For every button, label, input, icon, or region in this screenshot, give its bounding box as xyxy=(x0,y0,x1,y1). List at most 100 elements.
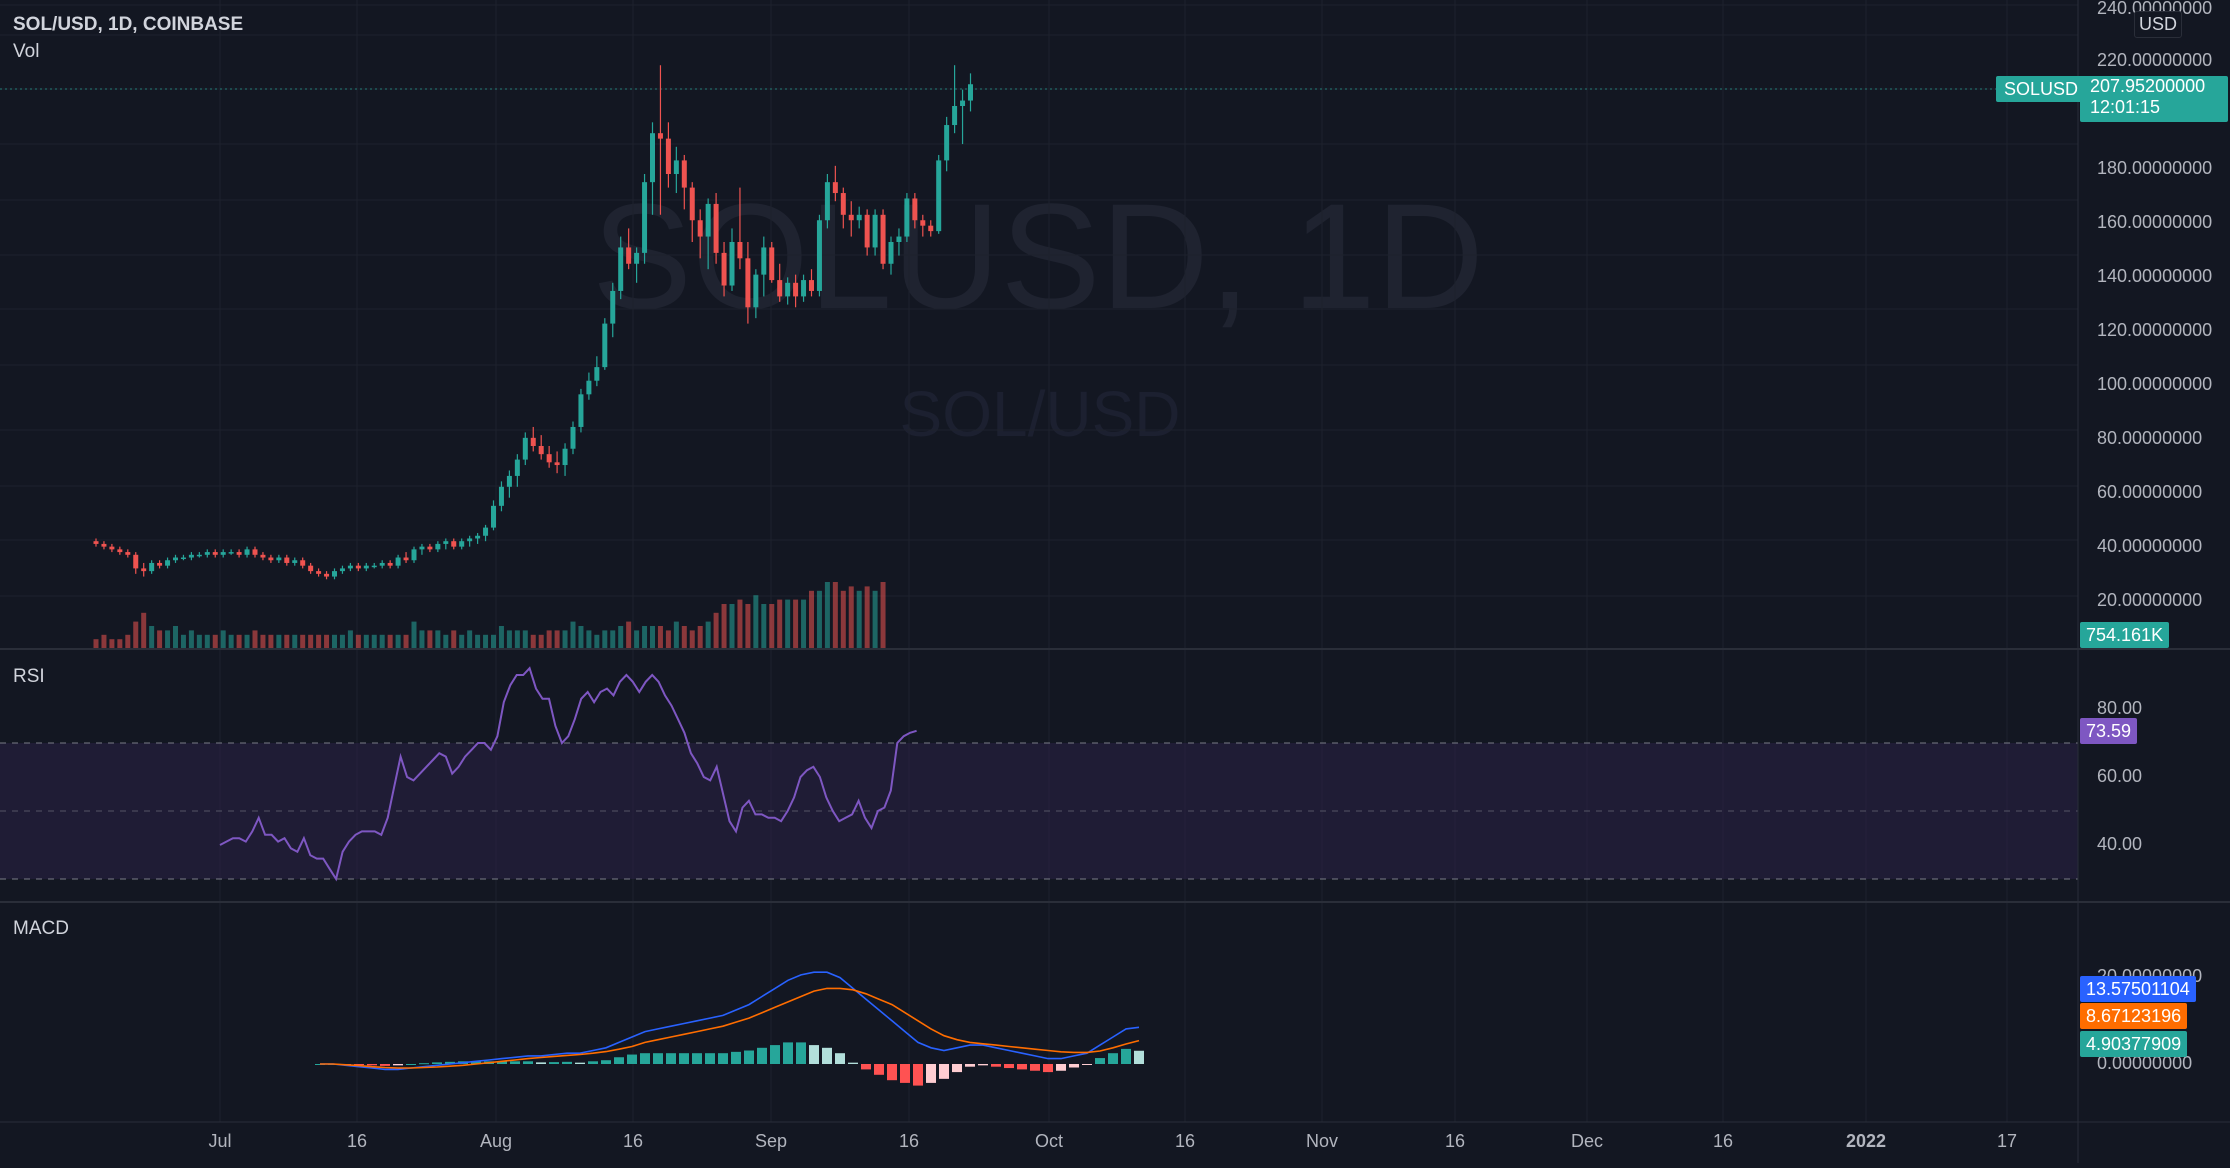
candle-body[interactable] xyxy=(419,546,425,550)
candle-body[interactable] xyxy=(928,225,934,232)
candle-body[interactable] xyxy=(316,571,322,574)
candle-body[interactable] xyxy=(960,100,966,106)
candle-body[interactable] xyxy=(355,565,361,569)
candle-body[interactable] xyxy=(856,214,862,221)
candle-body[interactable] xyxy=(689,187,695,221)
candle-body[interactable] xyxy=(236,552,242,555)
candle-body[interactable] xyxy=(165,560,171,566)
candle-body[interactable] xyxy=(824,182,830,221)
candle-body[interactable] xyxy=(475,535,481,539)
candle-body[interactable] xyxy=(793,282,799,297)
candle-body[interactable] xyxy=(491,505,496,528)
candle-body[interactable] xyxy=(936,160,942,232)
candle-series[interactable] xyxy=(93,65,974,580)
candle-body[interactable] xyxy=(904,198,910,237)
candle-body[interactable] xyxy=(522,437,528,460)
candle-body[interactable] xyxy=(332,571,337,577)
candle-body[interactable] xyxy=(785,282,791,297)
candle-body[interactable] xyxy=(141,568,147,572)
candle-body[interactable] xyxy=(284,557,290,563)
candle-body[interactable] xyxy=(324,573,330,577)
candle-body[interactable] xyxy=(880,214,886,264)
candle-body[interactable] xyxy=(467,538,473,542)
symbol-legend[interactable]: SOL/USD, 1D, COINBASE xyxy=(13,14,243,36)
candle-body[interactable] xyxy=(665,138,671,174)
candle-body[interactable] xyxy=(459,541,465,547)
candle-body[interactable] xyxy=(952,106,958,126)
candle-body[interactable] xyxy=(657,133,663,139)
candle-body[interactable] xyxy=(371,565,377,568)
candle-body[interactable] xyxy=(809,280,814,291)
candle-body[interactable] xyxy=(109,546,115,550)
candle-body[interactable] xyxy=(681,160,687,188)
candle-body[interactable] xyxy=(729,242,735,286)
candle-body[interactable] xyxy=(912,198,918,221)
candle-body[interactable] xyxy=(93,541,99,544)
candle-body[interactable] xyxy=(276,557,282,561)
candle-body[interactable] xyxy=(848,214,854,221)
candle-body[interactable] xyxy=(673,160,679,174)
candle-body[interactable] xyxy=(920,220,926,226)
candle-body[interactable] xyxy=(443,541,449,544)
candle-body[interactable] xyxy=(634,252,640,264)
candle-body[interactable] xyxy=(498,486,504,506)
candle-body[interactable] xyxy=(530,437,536,446)
candle-body[interactable] xyxy=(117,549,123,553)
candle-body[interactable] xyxy=(173,557,178,561)
candle-body[interactable] xyxy=(300,560,306,566)
candle-body[interactable] xyxy=(840,193,846,215)
candle-body[interactable] xyxy=(101,543,107,547)
candle-body[interactable] xyxy=(586,380,592,395)
candle-body[interactable] xyxy=(888,242,894,264)
candle-body[interactable] xyxy=(650,133,655,183)
candle-body[interactable] xyxy=(387,562,393,566)
candle-body[interactable] xyxy=(196,554,202,557)
candle-body[interactable] xyxy=(212,552,218,555)
candle-body[interactable] xyxy=(292,560,298,563)
candle-body[interactable] xyxy=(188,554,194,558)
candle-body[interactable] xyxy=(570,426,576,449)
candle-body[interactable] xyxy=(379,562,385,566)
candle-body[interactable] xyxy=(626,247,632,264)
candle-body[interactable] xyxy=(769,247,775,281)
candle-body[interactable] xyxy=(133,554,139,569)
candle-body[interactable] xyxy=(562,448,568,466)
candle-body[interactable] xyxy=(252,549,258,555)
candle-body[interactable] xyxy=(642,182,648,253)
candle-body[interactable] xyxy=(546,454,552,463)
candle-body[interactable] xyxy=(713,203,719,253)
candle-body[interactable] xyxy=(260,554,266,558)
candle-body[interactable] xyxy=(554,462,560,466)
candle-body[interactable] xyxy=(157,562,163,566)
candle-body[interactable] xyxy=(753,274,759,308)
volume-legend[interactable]: Vol xyxy=(13,41,40,62)
candle-body[interactable] xyxy=(777,280,783,297)
candle-body[interactable] xyxy=(363,565,369,569)
candle-body[interactable] xyxy=(506,475,512,487)
candle-body[interactable] xyxy=(244,549,250,555)
candle-body[interactable] xyxy=(180,557,186,560)
candle-body[interactable] xyxy=(514,459,520,476)
candle-body[interactable] xyxy=(435,543,441,550)
candle-body[interactable] xyxy=(896,236,902,242)
candle-body[interactable] xyxy=(721,252,727,286)
candle-body[interactable] xyxy=(411,549,417,561)
candle-body[interactable] xyxy=(427,546,433,550)
candle-body[interactable] xyxy=(578,394,584,427)
candle-body[interactable] xyxy=(832,182,838,194)
candle-body[interactable] xyxy=(944,125,950,161)
candle-body[interactable] xyxy=(745,258,751,308)
candle-body[interactable] xyxy=(339,568,345,572)
candle-body[interactable] xyxy=(204,552,210,555)
candle-body[interactable] xyxy=(705,203,711,237)
candle-body[interactable] xyxy=(968,84,973,101)
candle-body[interactable] xyxy=(610,290,616,324)
candle-body[interactable] xyxy=(308,565,314,572)
candle-body[interactable] xyxy=(737,242,743,259)
candle-body[interactable] xyxy=(268,557,274,561)
candle-body[interactable] xyxy=(594,367,600,381)
candle-body[interactable] xyxy=(220,552,226,555)
candle-body[interactable] xyxy=(403,557,409,561)
currency-button[interactable]: USD xyxy=(2134,11,2182,38)
